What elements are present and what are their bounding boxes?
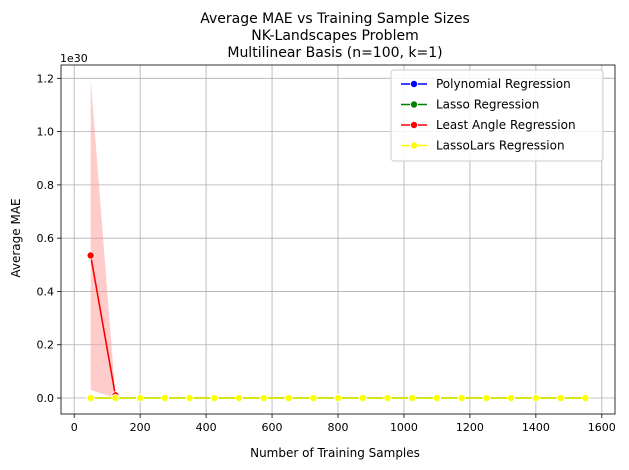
y-tick-label: 0.0	[37, 392, 55, 405]
x-tick-label: 800	[328, 421, 349, 434]
data-point-3	[309, 394, 318, 403]
chart-title-line-2: NK-Landscapes Problem	[251, 28, 418, 44]
series-band-2	[90, 79, 116, 399]
y-tick-label: 1.2	[37, 72, 55, 85]
y-tick-label: 1.0	[37, 126, 55, 139]
legend-label-2: Least Angle Regression	[436, 118, 576, 132]
data-point-3	[408, 394, 417, 403]
legend-marker-0	[409, 80, 418, 89]
chart-title-line-1: Average MAE vs Training Sample Sizes	[200, 11, 470, 27]
legend: Polynomial Regression Lasso Regression Lea…	[390, 69, 604, 162]
legend-marker-1	[409, 100, 418, 109]
data-point-3	[358, 394, 367, 403]
x-tick-label: 1200	[456, 421, 484, 434]
x-axis-ticks: 0 200 400 600 800 1000 1200 1400 1600	[71, 414, 616, 434]
chart-title-line-3: Multilinear Basis (n=100, k=1)	[227, 45, 442, 61]
legend-box	[390, 69, 604, 162]
data-point-3	[333, 394, 342, 403]
x-axis-label: Number of Training Samples	[250, 446, 420, 460]
data-point-3	[111, 394, 120, 403]
y-tick-label: 0.8	[37, 179, 55, 192]
data-point-3	[383, 394, 392, 403]
data-point-3	[185, 394, 194, 403]
series-line-2	[89, 255, 117, 396]
y-offset-label: 1e30	[60, 52, 88, 65]
data-point-3	[531, 394, 540, 403]
x-tick-label: 1400	[522, 421, 550, 434]
legend-label-1: Lasso Regression	[436, 98, 539, 112]
legend-marker-3	[409, 141, 418, 150]
legend-marker-2	[409, 121, 418, 130]
data-point-3	[160, 394, 169, 403]
y-tick-label: 0.4	[37, 285, 55, 298]
data-point-3	[482, 394, 491, 403]
series-markers	[86, 251, 590, 403]
data-point-3	[210, 394, 219, 403]
data-point-3	[86, 394, 95, 403]
data-point-3	[507, 394, 516, 403]
x-tick-label: 0	[71, 421, 78, 434]
data-point-3	[259, 394, 268, 403]
legend-label-3: LassoLars Regression	[436, 139, 565, 153]
data-point-3	[581, 394, 590, 403]
data-point-3	[432, 394, 441, 403]
data-point-2	[86, 251, 95, 260]
legend-label-0: Polynomial Regression	[436, 77, 571, 91]
y-tick-label: 0.6	[37, 232, 55, 245]
x-tick-label: 400	[196, 421, 217, 434]
x-tick-label: 600	[262, 421, 283, 434]
data-point-3	[136, 394, 145, 403]
y-axis-ticks: 0.0 0.2 0.4 0.6 0.8 1.0 1.2	[37, 72, 61, 405]
y-tick-label: 0.2	[37, 339, 55, 352]
data-point-3	[235, 394, 244, 403]
data-point-3	[284, 394, 293, 403]
x-tick-label: 1600	[588, 421, 616, 434]
data-point-3	[556, 394, 565, 403]
y-axis-label: Average MAE	[9, 198, 23, 277]
confidence-bands	[90, 79, 116, 399]
data-point-3	[457, 394, 466, 403]
x-tick-label: 1000	[390, 421, 418, 434]
x-tick-label: 200	[130, 421, 151, 434]
